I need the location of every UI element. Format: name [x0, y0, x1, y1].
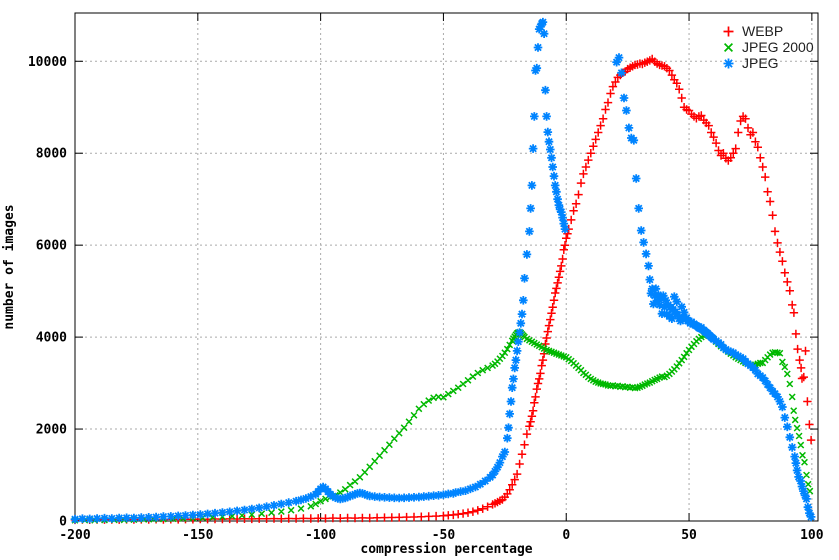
legend: WEBP JPEG 2000 JPEG: [722, 23, 814, 71]
legend-label-jpeg2000: JPEG 2000: [742, 39, 814, 55]
legend-label-webp: WEBP: [742, 23, 784, 39]
axis-ticks: -200 -150 -100 -50 0 50 100 0 2000 4000 6000 8000 10…: [28, 13, 824, 543]
x-tick-label: -100: [305, 528, 336, 543]
y-tick-label: 6000: [36, 239, 67, 254]
x-tick-label: -50: [432, 528, 456, 543]
x-tick-label: 100: [800, 528, 824, 543]
plot-border: [74, 12, 819, 522]
y-tick-label: 8000: [36, 147, 67, 162]
y-tick-label: 2000: [36, 423, 67, 438]
y-tick-label: 10000: [28, 55, 67, 70]
legend-label-jpeg: JPEG: [742, 55, 779, 71]
y-axis-title: number of images: [2, 204, 17, 329]
y-tick-label: 4000: [36, 331, 67, 346]
grid-lines: [75, 13, 818, 521]
cross-marker-icon: [723, 42, 734, 52]
x-tick-label: -200: [59, 528, 90, 543]
y-tick-label: 0: [59, 515, 67, 530]
plus-marker-icon: [723, 26, 734, 36]
x-tick-label: -150: [182, 528, 213, 543]
x-tick-label: 0: [562, 528, 570, 543]
x-axis-title: compression percentage: [360, 542, 532, 557]
legend-entry-jpeg: JPEG: [722, 55, 814, 71]
x-tick-label: 50: [681, 528, 697, 543]
series-points-jpeg: [70, 17, 816, 524]
legend-entry-jpeg2000: JPEG 2000: [722, 39, 814, 55]
axis-labels: compression percentage number of images: [2, 204, 533, 557]
star-marker-icon: [723, 58, 734, 68]
legend-entry-webp: WEBP: [722, 23, 814, 39]
data-series: [70, 17, 816, 525]
plot-border-rect: [74, 12, 819, 522]
